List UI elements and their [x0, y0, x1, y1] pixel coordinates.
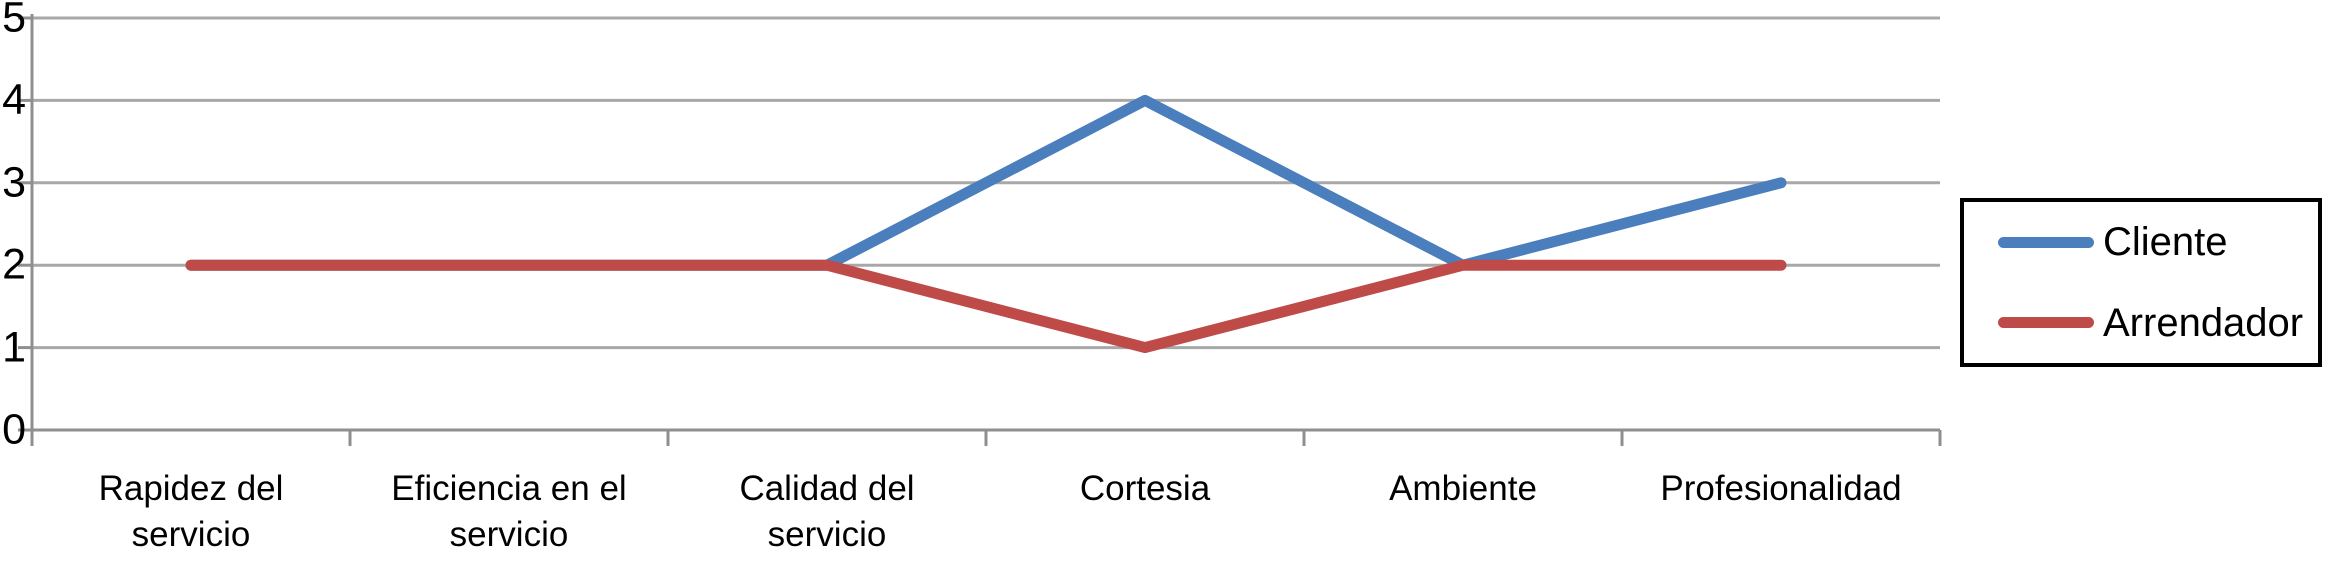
y-tick-label: 4	[2, 75, 26, 124]
y-tick-label: 5	[2, 0, 26, 42]
y-tick-label: 3	[2, 158, 26, 207]
y-tick-label: 1	[2, 323, 26, 372]
legend-label-cliente: Cliente	[2103, 220, 2228, 265]
x-category-label: Profesionalidad	[1660, 469, 1902, 508]
legend-label-arrendador: Arrendador	[2103, 300, 2304, 345]
x-category-label: Calidad del servicio	[739, 469, 915, 554]
x-category-label: Rapidez del servicio	[98, 469, 284, 554]
y-tick-label: 2	[2, 240, 26, 289]
x-category-label: Eficiencia en el servicio	[391, 469, 627, 554]
legend: Cliente Arrendador	[1960, 198, 2322, 367]
legend-item-cliente: Cliente	[1998, 222, 2318, 262]
arrendador-line-swatch-icon	[1998, 317, 2094, 329]
arrendador-series-line	[185, 259, 1787, 354]
x-category-label: Cortesia	[1079, 469, 1211, 508]
x-category-label: Ambiente	[1389, 469, 1537, 508]
legend-item-arrendador: Arrendador	[1998, 303, 2318, 343]
cliente-line-swatch-icon	[1998, 236, 2094, 248]
y-tick-label: 0	[2, 405, 26, 454]
